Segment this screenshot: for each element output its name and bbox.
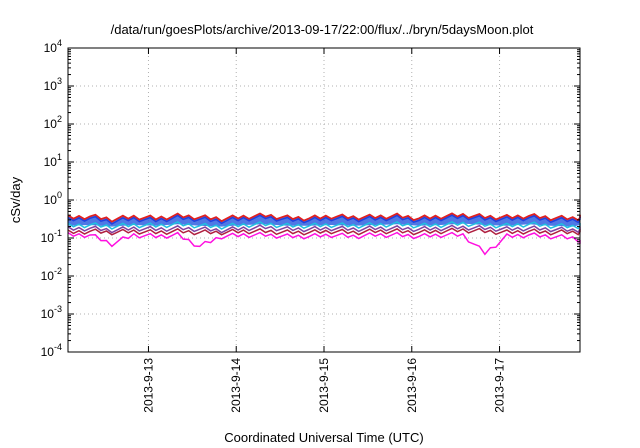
y-tick-label: 10-1 [41, 228, 62, 245]
y-tick-label: 10-4 [41, 342, 62, 359]
x-tick-label: 2013-9-16 [405, 358, 419, 413]
y-axis-title: cSv/day [8, 176, 23, 223]
y-tick-label: 100 [44, 190, 62, 207]
y-tick-label: 103 [44, 76, 62, 93]
series-group [67, 212, 581, 256]
x-tick-label: 2013-9-13 [141, 358, 155, 413]
x-tick-label: 2013-9-15 [317, 358, 331, 413]
series-line [67, 212, 581, 223]
x-tick-label: 2013-9-14 [229, 358, 243, 413]
series-line [67, 227, 581, 236]
x-tick-label: 2013-9-17 [493, 358, 507, 413]
x-axis-title: Coordinated Universal Time (UTC) [224, 430, 423, 445]
y-tick-label: 102 [44, 114, 62, 131]
series-band-fill [68, 213, 580, 227]
series-line [67, 231, 581, 256]
y-tick-label: 104 [44, 38, 62, 55]
series-line [67, 224, 581, 234]
series-line [67, 221, 581, 230]
y-axis: 10-4 10-3 10-2 10-1 100 101 102 103 104 [41, 38, 580, 359]
chart-title: /data/run/goesPlots/archive/2013-09-17/2… [111, 22, 534, 37]
y-tick-label: 10-3 [41, 304, 62, 321]
y-tick-label: 101 [44, 152, 62, 169]
y-tick-label: 10-2 [41, 266, 62, 283]
x-axis: 2013-9-13 2013-9-14 2013-9-15 2013-9-16 2013… [141, 48, 507, 413]
grid [68, 48, 580, 352]
series-line [67, 214, 581, 225]
